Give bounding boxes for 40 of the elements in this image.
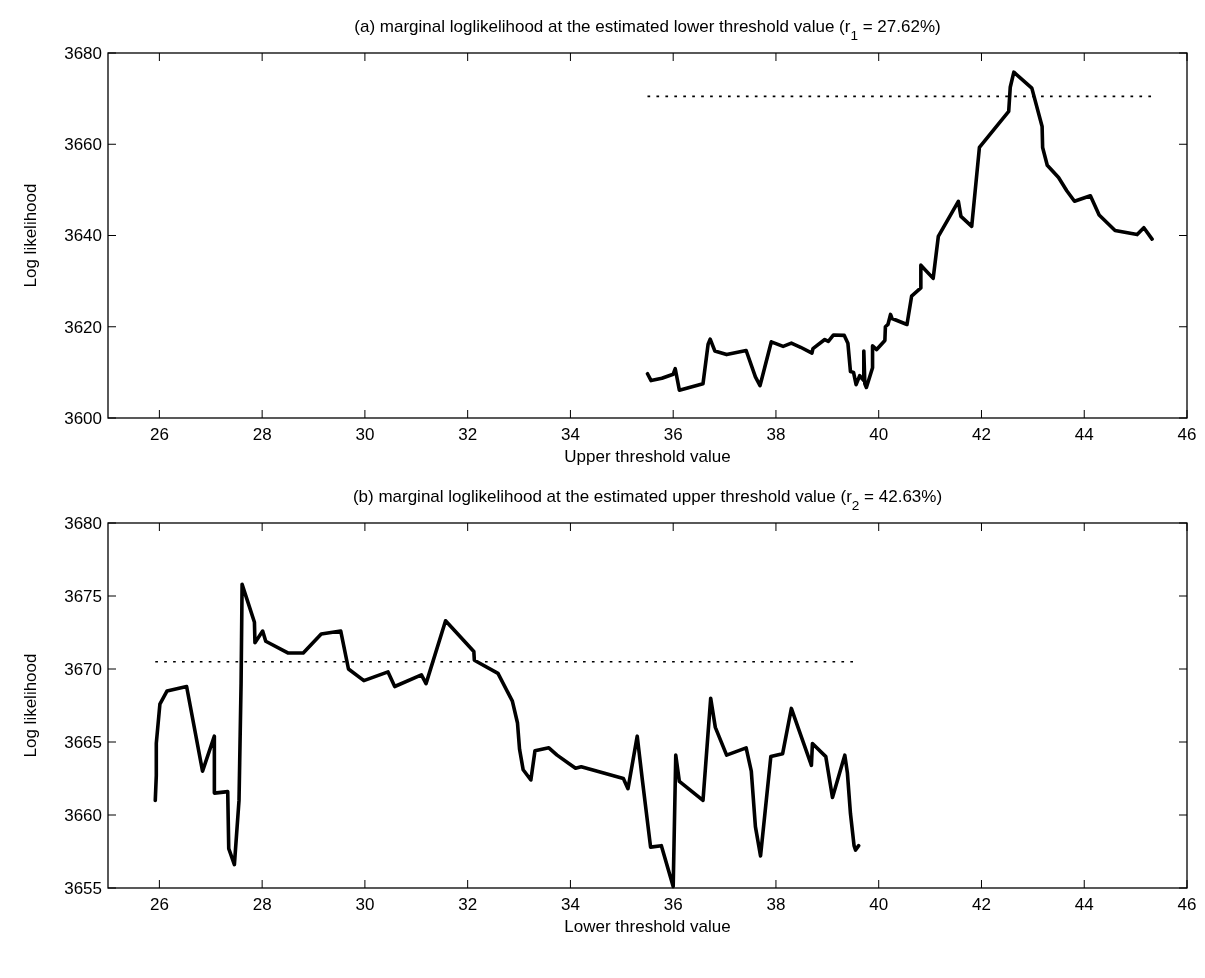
y-axis-title: Log likelihood [21,183,40,288]
x-axis-title: Upper threshold value [564,447,731,466]
y-tick-label: 3660 [64,135,102,155]
x-tick-label: 44 [1074,425,1094,444]
line-series [645,70,1154,392]
chart-title: (b) marginal loglikelihood at the estimated upper threshold value (r$_{2}$ = 42.63%) [352,487,943,513]
y-tick-label: 3640 [64,226,102,246]
y-tick-label: 3665 [64,732,102,752]
chart-title: (a) marginal loglikelihood at the estimated lower threshold value (r$_{1}$ = 27.62%) [354,17,941,43]
x-tick-label: 38 [766,895,786,914]
y-tick-label: 3680 [64,513,102,533]
x-tick-label: 26 [149,425,169,444]
x-tick-label: 36 [663,895,683,914]
y-axis-title: Log likelihood [21,653,40,758]
x-tick-label: 40 [869,425,889,444]
x-tick-label: 30 [355,895,375,914]
x-tick-label: 38 [766,425,786,444]
x-tick-label: 34 [560,425,580,444]
x-tick-label: 44 [1074,895,1094,914]
x-tick-label: 36 [663,425,683,444]
y-tick-label: 3680 [64,43,102,63]
y-tick-label: 3620 [64,317,102,337]
y-tick-label: 3670 [64,659,102,679]
y-tick-label: 3660 [64,805,102,825]
x-tick-label: 28 [252,425,272,444]
x-tick-label: 40 [869,895,889,914]
x-tick-label: 28 [252,895,272,914]
x-tick-label: 46 [1177,425,1197,444]
y-tick-label: 3655 [64,878,102,898]
x-tick-label: 42 [972,425,991,444]
x-tick-label: 30 [355,425,375,444]
x-tick-label: 26 [149,895,169,914]
x-axis-title: Lower threshold value [564,917,731,936]
x-tick-label: 34 [560,895,580,914]
x-tick-label: 42 [972,895,991,914]
x-tick-label: 32 [458,895,478,914]
x-tick-label: 46 [1177,895,1197,914]
x-tick-label: 32 [458,425,478,444]
y-tick-label: 3675 [64,586,102,606]
y-tick-label: 3600 [64,408,102,428]
